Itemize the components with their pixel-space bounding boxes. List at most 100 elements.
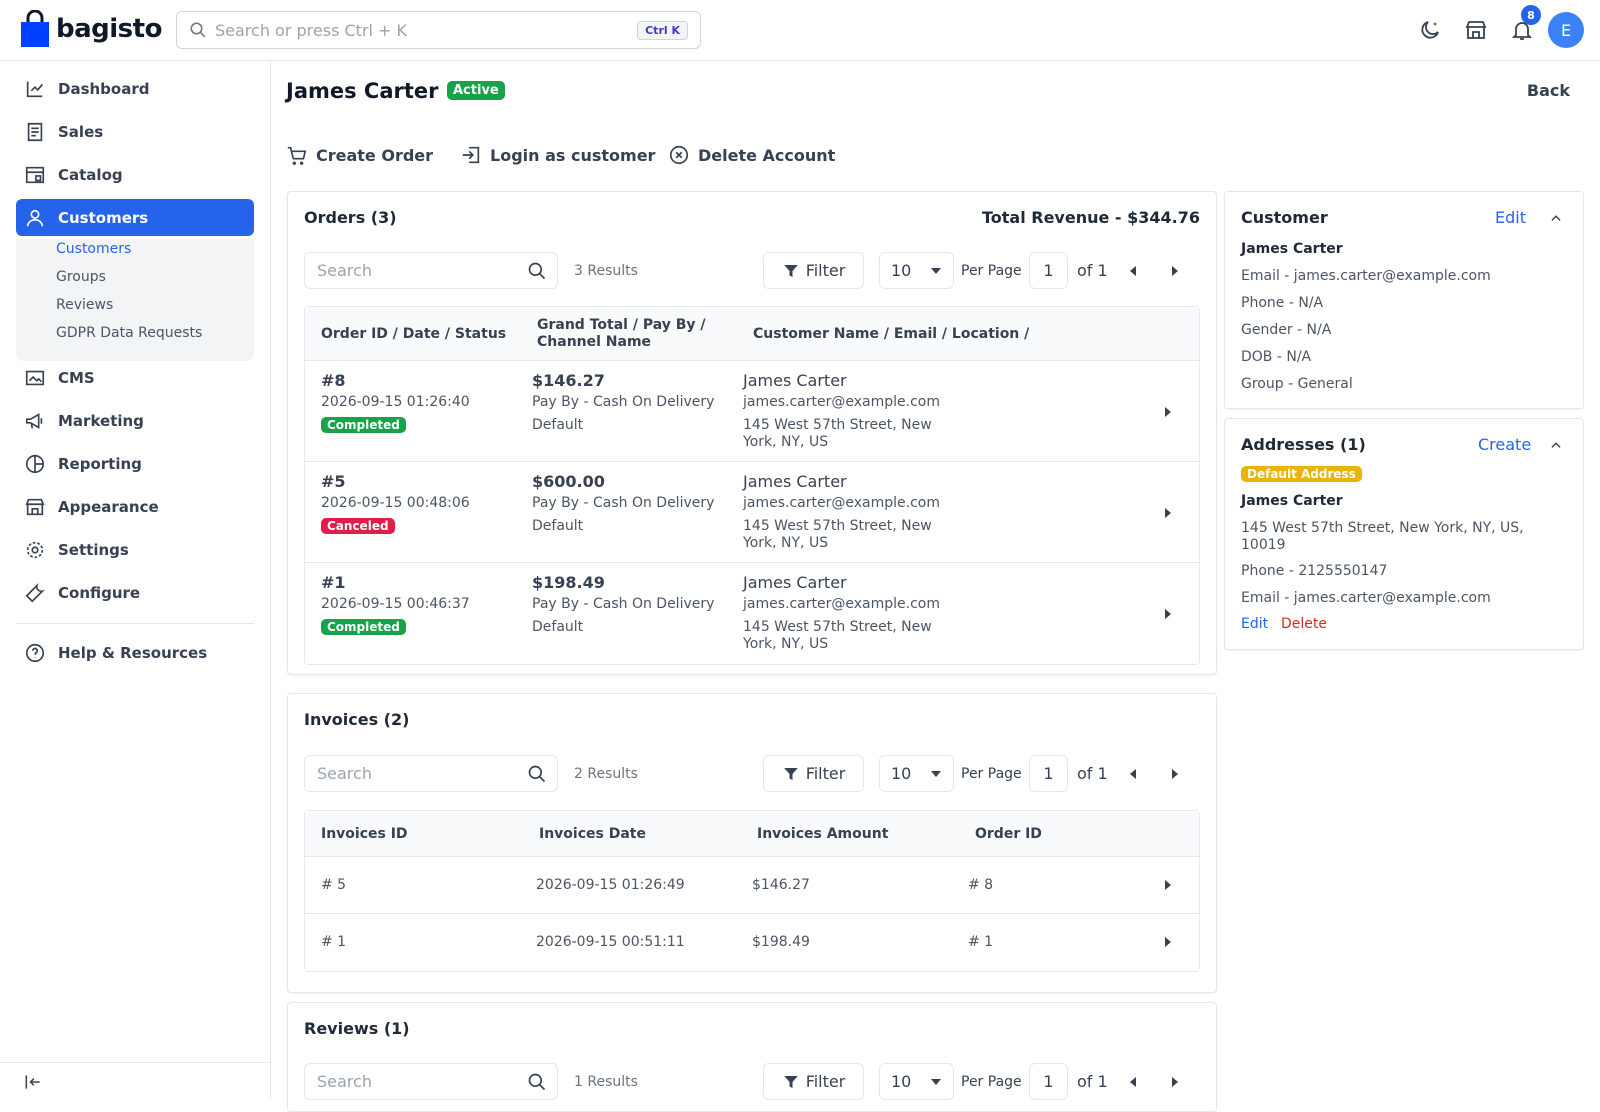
page-number-input[interactable]: 1 (1029, 755, 1068, 792)
delete-account-button[interactable]: Delete Account (668, 144, 835, 166)
per-page-select[interactable]: 10 (879, 755, 954, 792)
per-page-select[interactable]: 10 (879, 252, 954, 289)
sidebar-item-settings[interactable]: Settings (16, 531, 254, 568)
view-invoice-icon[interactable] (1165, 937, 1171, 947)
prev-page-icon[interactable] (1130, 1077, 1136, 1087)
search-icon (528, 1073, 546, 1091)
catalog-icon (25, 166, 45, 183)
prev-page-icon[interactable] (1130, 769, 1136, 779)
results-count: 1 Results (574, 1074, 638, 1090)
sidebar-item-cms[interactable]: CMS (16, 359, 254, 396)
pie-chart-icon (25, 454, 45, 473)
delete-address-link[interactable]: Delete (1281, 616, 1327, 632)
search-icon (190, 22, 206, 38)
next-page-icon[interactable] (1172, 769, 1178, 779)
brand-name: bagisto (56, 14, 162, 44)
view-invoice-icon[interactable] (1165, 880, 1171, 890)
sidebar-item-reporting[interactable]: Reporting (16, 445, 254, 482)
results-count: 3 Results (574, 263, 638, 279)
sidebar-item-label: Appearance (58, 497, 159, 516)
table-row[interactable]: #8 2026-09-15 01:26:40 Completed $146.27… (305, 361, 1199, 462)
customer-email: james.carter@example.com (743, 495, 940, 511)
submenu-item-groups[interactable]: Groups (56, 269, 106, 285)
shopping-bag-icon (21, 10, 49, 47)
notifications-button[interactable] (1508, 16, 1536, 44)
page-total: of 1 (1077, 261, 1108, 280)
invoices-search-input[interactable]: Search (304, 755, 558, 792)
customer-email: james.carter@example.com (743, 596, 940, 612)
edit-address-link[interactable]: Edit (1241, 616, 1269, 632)
chevron-up-icon[interactable] (1549, 211, 1563, 225)
per-page-label: Per Page (961, 766, 1022, 782)
user-avatar[interactable]: E (1548, 12, 1584, 48)
submenu-item-gdpr[interactable]: GDPR Data Requests (56, 325, 203, 341)
invoices-table: Invoices ID Invoices Date Invoices Amoun… (304, 810, 1200, 972)
page-number-input[interactable]: 1 (1029, 252, 1068, 289)
table-row[interactable]: # 1 2026-09-15 00:51:11 $198.49 # 1 (305, 914, 1199, 971)
sidebar-item-customers[interactable]: Customers (16, 199, 254, 236)
create-address-link[interactable]: Create (1478, 435, 1532, 454)
login-as-customer-button[interactable]: Login as customer (460, 144, 655, 166)
per-page-select[interactable]: 10 (879, 1063, 954, 1100)
filter-button[interactable]: Filter (763, 1063, 864, 1100)
create-order-button[interactable]: Create Order (286, 144, 433, 166)
search-placeholder: Search (317, 261, 372, 280)
table-row[interactable]: # 5 2026-09-15 01:26:49 $146.27 # 8 (305, 857, 1199, 914)
sidebar-item-help[interactable]: Help & Resources (16, 634, 254, 671)
page-total: of 1 (1077, 764, 1108, 783)
invoice-amount: $198.49 (752, 934, 810, 950)
column-header: Invoices ID (321, 826, 408, 842)
next-page-icon[interactable] (1172, 266, 1178, 276)
page-number-input[interactable]: 1 (1029, 1063, 1068, 1100)
orders-title: Orders (3) (304, 208, 397, 227)
orders-search-input[interactable]: Search (304, 252, 558, 289)
image-icon (25, 370, 45, 385)
filter-button[interactable]: Filter (763, 252, 864, 289)
customer-email: Email - james.carter@example.com (1241, 268, 1491, 284)
gear-icon (26, 541, 44, 558)
sidebar-item-label: Customers (58, 208, 149, 227)
filter-button[interactable]: Filter (763, 755, 864, 792)
dark-mode-toggle[interactable] (1416, 16, 1444, 44)
order-status-wrap: Completed (321, 417, 406, 433)
customer-location: 145 West 57th Street, New (743, 619, 932, 635)
address-name: James Carter (1241, 493, 1343, 509)
wrench-icon (25, 582, 45, 602)
table-row[interactable]: #1 2026-09-15 00:46:37 Completed $198.49… (305, 563, 1199, 664)
view-order-icon[interactable] (1165, 407, 1171, 417)
submenu-item-reviews[interactable]: Reviews (56, 297, 114, 313)
filter-icon (783, 264, 798, 277)
edit-customer-link[interactable]: Edit (1495, 208, 1526, 227)
search-placeholder: Search (317, 764, 372, 783)
order-id: #5 (321, 472, 346, 491)
results-count: 2 Results (574, 766, 638, 782)
collapse-sidebar-button[interactable] (0, 1062, 271, 1100)
storefront-button[interactable] (1462, 16, 1490, 44)
sidebar-item-dashboard[interactable]: Dashboard (16, 70, 254, 107)
invoice-date: 2026-09-15 01:26:49 (536, 877, 685, 893)
customer-location: York, NY, US (743, 434, 829, 450)
brand-logo[interactable]: bagisto (20, 10, 162, 48)
reviews-search-input[interactable]: Search (304, 1063, 558, 1100)
search-placeholder: Search (317, 1072, 372, 1091)
channel-name: Default (532, 417, 584, 433)
sidebar-item-catalog[interactable]: Catalog (16, 156, 254, 193)
search-icon (528, 765, 546, 783)
view-order-icon[interactable] (1165, 609, 1171, 619)
sidebar-item-configure[interactable]: Configure (16, 574, 254, 611)
page-title: James Carter (286, 79, 439, 103)
per-page-value: 10 (891, 1072, 912, 1091)
sidebar-item-appearance[interactable]: Appearance (16, 488, 254, 525)
prev-page-icon[interactable] (1130, 266, 1136, 276)
view-order-icon[interactable] (1165, 508, 1171, 518)
chevron-up-icon[interactable] (1549, 438, 1563, 452)
store-front-icon (25, 498, 45, 515)
next-page-icon[interactable] (1172, 1077, 1178, 1087)
back-button[interactable]: Back (1526, 81, 1570, 100)
sidebar-item-marketing[interactable]: Marketing (16, 402, 254, 439)
megaphone-icon (25, 412, 43, 429)
global-search-input[interactable]: Search or press Ctrl + K Ctrl K (176, 11, 701, 49)
sidebar-item-sales[interactable]: Sales (16, 113, 254, 150)
submenu-item-customers[interactable]: Customers (56, 241, 132, 257)
table-row[interactable]: #5 2026-09-15 00:48:06 Canceled $600.00 … (305, 462, 1199, 563)
